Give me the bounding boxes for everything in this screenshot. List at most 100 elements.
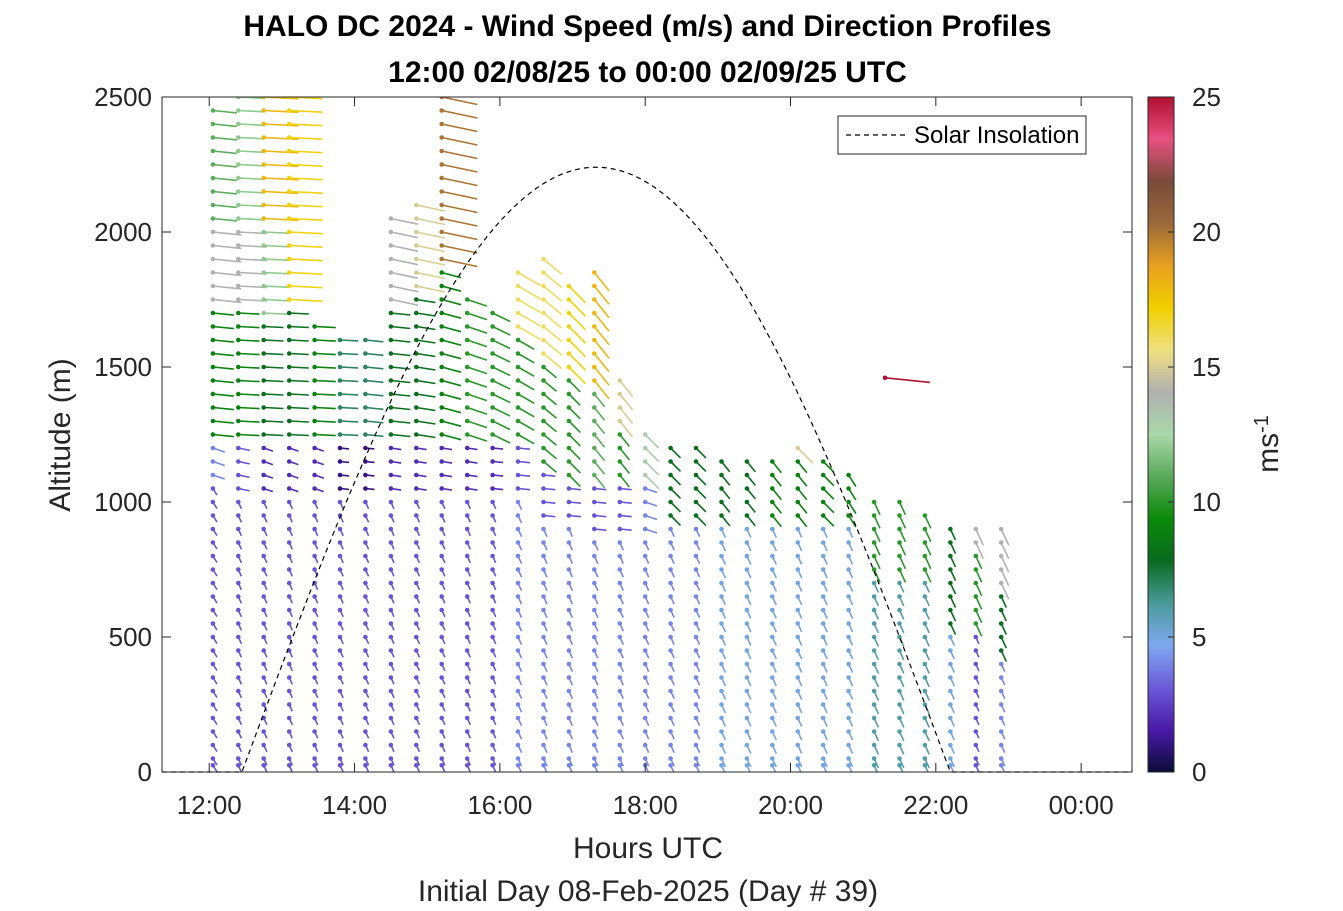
- wind-barb-head: [490, 763, 495, 768]
- wind-barb-head: [871, 526, 877, 532]
- wind-barb-head: [439, 432, 445, 437]
- wind-barb-head: [337, 540, 343, 545]
- wind-barb: [286, 297, 323, 302]
- wind-barb-shaft: [212, 312, 234, 316]
- wind-barb: [871, 675, 880, 688]
- wind-barb: [261, 135, 299, 141]
- wind-barb-head: [490, 715, 495, 721]
- wind-barb: [566, 310, 587, 331]
- wind-barb: [439, 243, 478, 254]
- wind-barb: [592, 472, 606, 489]
- wind-barb-head: [388, 432, 394, 437]
- wind-barb: [617, 432, 631, 447]
- wind-barb-head: [236, 189, 241, 194]
- wind-barb-head: [388, 688, 394, 694]
- wind-barb: [439, 688, 446, 699]
- wind-barb-head: [464, 472, 470, 478]
- wind-barb-head: [439, 445, 445, 451]
- wind-barb-head: [286, 688, 292, 694]
- wind-barb: [236, 648, 243, 658]
- wind-barb: [363, 337, 384, 343]
- wind-barb-head: [617, 607, 623, 613]
- wind-barb: [897, 763, 904, 772]
- wind-barb-head: [464, 445, 470, 451]
- wind-barb-head: [210, 486, 216, 491]
- wind-barb: [922, 540, 932, 556]
- wind-barb-head: [770, 729, 775, 734]
- wind-barb: [363, 391, 384, 397]
- wind-barb-head: [566, 351, 572, 356]
- wind-barb-head: [668, 621, 673, 626]
- wind-barb-head: [363, 756, 368, 761]
- wind-barb-shaft: [568, 406, 581, 420]
- wind-barb-shaft: [212, 393, 234, 397]
- wind-barb-head: [846, 580, 851, 586]
- wind-barb-shaft: [212, 177, 237, 182]
- wind-barb-head: [897, 594, 902, 599]
- wind-barb-head: [795, 742, 801, 748]
- wind-barb-shaft: [873, 542, 881, 556]
- wind-barb: [592, 756, 599, 767]
- wind-barb-head: [388, 243, 394, 248]
- wind-barb: [490, 378, 511, 390]
- wind-barb-head: [388, 742, 394, 748]
- wind-barb-shaft: [238, 217, 265, 221]
- wind-barb-head: [846, 567, 851, 572]
- wind-barb-head: [439, 175, 445, 181]
- wind-barb-head: [490, 364, 495, 370]
- wind-barb-head: [668, 580, 673, 586]
- wind-barb-head: [515, 499, 521, 505]
- wind-barb: [642, 432, 660, 449]
- wind-barb-head: [897, 621, 902, 626]
- wind-barb-head: [846, 688, 851, 694]
- wind-barb: [515, 513, 523, 524]
- wind-barb-shaft: [670, 474, 682, 486]
- wind-barb-head: [592, 729, 597, 734]
- wind-barb: [337, 499, 344, 510]
- wind-barb: [744, 715, 752, 727]
- wind-barb: [261, 310, 290, 316]
- wind-barb-head: [210, 432, 216, 437]
- wind-barb-shaft: [1000, 528, 1010, 546]
- wind-barb-head: [439, 378, 445, 383]
- wind-barb: [642, 540, 650, 551]
- wind-barb-head: [897, 742, 902, 748]
- wind-barb-head: [541, 661, 546, 667]
- wind-barb: [210, 108, 237, 114]
- wind-barb-shaft: [670, 487, 682, 499]
- wind-barb-head: [388, 763, 394, 768]
- wind-barb: [464, 580, 472, 591]
- wind-barb: [464, 391, 488, 402]
- wind-barb-head: [668, 472, 673, 478]
- wind-barb-head: [566, 324, 572, 329]
- wind-barb-head: [541, 594, 546, 599]
- wind-barb-head: [286, 763, 292, 768]
- wind-barb-head: [388, 445, 394, 451]
- wind-barb: [871, 594, 880, 607]
- wind-barb-head: [312, 499, 317, 505]
- wind-barb-head: [490, 540, 495, 545]
- wind-barb-head: [592, 297, 597, 302]
- wind-barb-head: [846, 513, 851, 518]
- wind-barb: [668, 702, 675, 713]
- wind-barb-head: [210, 688, 216, 694]
- wind-barb-head: [261, 97, 266, 100]
- wind-barb: [337, 526, 344, 537]
- wind-barb-head: [846, 634, 851, 640]
- wind-barb-shaft: [390, 217, 419, 225]
- wind-barb-head: [693, 472, 699, 478]
- wind-barb: [693, 742, 701, 754]
- wind-barb-head: [363, 526, 368, 532]
- wind-barb: [820, 648, 828, 660]
- wind-barb: [744, 702, 752, 714]
- wind-barb-head: [490, 310, 495, 316]
- wind-barb-head: [210, 391, 216, 397]
- wind-barb: [541, 553, 548, 565]
- wind-barb-head: [820, 594, 826, 599]
- wind-barb: [566, 661, 574, 673]
- wind-barb-head: [515, 405, 521, 410]
- wind-barb-head: [998, 621, 1004, 626]
- wind-barb-shaft: [873, 569, 881, 583]
- wind-barb-head: [744, 607, 750, 613]
- plot-frame: [161, 96, 1133, 773]
